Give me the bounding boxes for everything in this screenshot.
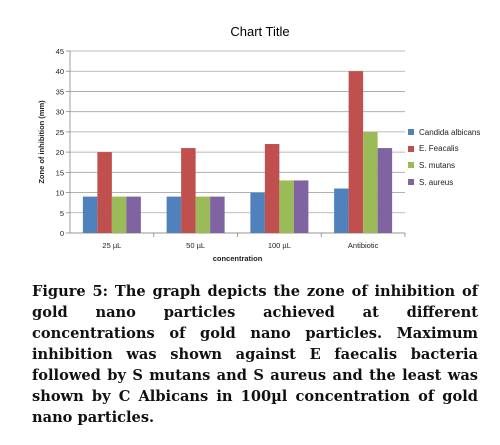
bar: [82, 196, 98, 233]
legend-swatch: [408, 179, 414, 186]
legend-item: S. mutans: [408, 157, 480, 174]
chart: Chart Title 0 5 10 15 20 25 30 35 40 45 25 µL 50 µL 1…: [37, 24, 480, 263]
bar: [195, 196, 211, 233]
y-tick-label: 0: [60, 229, 64, 238]
legend-swatch: [408, 129, 414, 136]
x-axis-label: concentration: [213, 254, 263, 263]
legend-label: E. Feacalis: [419, 144, 459, 154]
chart-title: Chart Title: [230, 24, 289, 39]
legend-item: E. Feacalis: [408, 141, 480, 158]
bar: [293, 180, 309, 233]
bar-chart: Chart Title 0 5 10 15 20 25 30 35 40 45 25 µL 50 µL 1…: [37, 24, 406, 263]
y-tick-label: 5: [60, 209, 64, 218]
bar: [97, 152, 112, 233]
y-tick-label: 30: [56, 108, 64, 117]
bar: [166, 196, 182, 233]
bar: [181, 148, 196, 233]
y-tick-label: 15: [56, 168, 64, 177]
bar: [111, 196, 127, 233]
bar: [250, 192, 265, 233]
x-tick-label: Antibiotic: [348, 241, 379, 250]
bar: [279, 180, 294, 233]
y-tick-label: 35: [56, 87, 64, 96]
legend-label: Candida albicans: [419, 127, 481, 137]
bar: [334, 188, 349, 233]
legend-item: S. aureus: [408, 174, 480, 191]
y-tick-label: 25: [56, 128, 64, 137]
x-tick-label: 25 µL: [102, 241, 121, 250]
legend-swatch: [408, 145, 414, 152]
y-tick-label: 40: [56, 67, 64, 76]
legend-swatch: [408, 162, 414, 169]
legend-label: S. aureus: [419, 177, 454, 187]
bar: [348, 71, 364, 233]
y-tick-label: 10: [56, 189, 64, 198]
y-axis-label: Zone of inhibition (mm): [37, 100, 46, 184]
bar: [264, 144, 280, 233]
legend-item: Candida albicans: [408, 124, 480, 141]
x-tick-label: 100 µL: [268, 241, 291, 250]
bar: [363, 131, 378, 233]
figure-caption: Figure 5: The graph depicts the zone of …: [32, 283, 478, 426]
x-tick-label: 50 µL: [186, 241, 205, 250]
y-tick-label: 45: [56, 47, 64, 56]
legend-label: S. mutans: [419, 160, 456, 170]
bar: [377, 148, 393, 233]
chart-legend: Candida albicans E. Feacalis S. mutans S. a…: [408, 124, 480, 190]
bar: [210, 196, 225, 233]
y-tick-label: 20: [56, 148, 64, 157]
bar: [126, 196, 141, 233]
